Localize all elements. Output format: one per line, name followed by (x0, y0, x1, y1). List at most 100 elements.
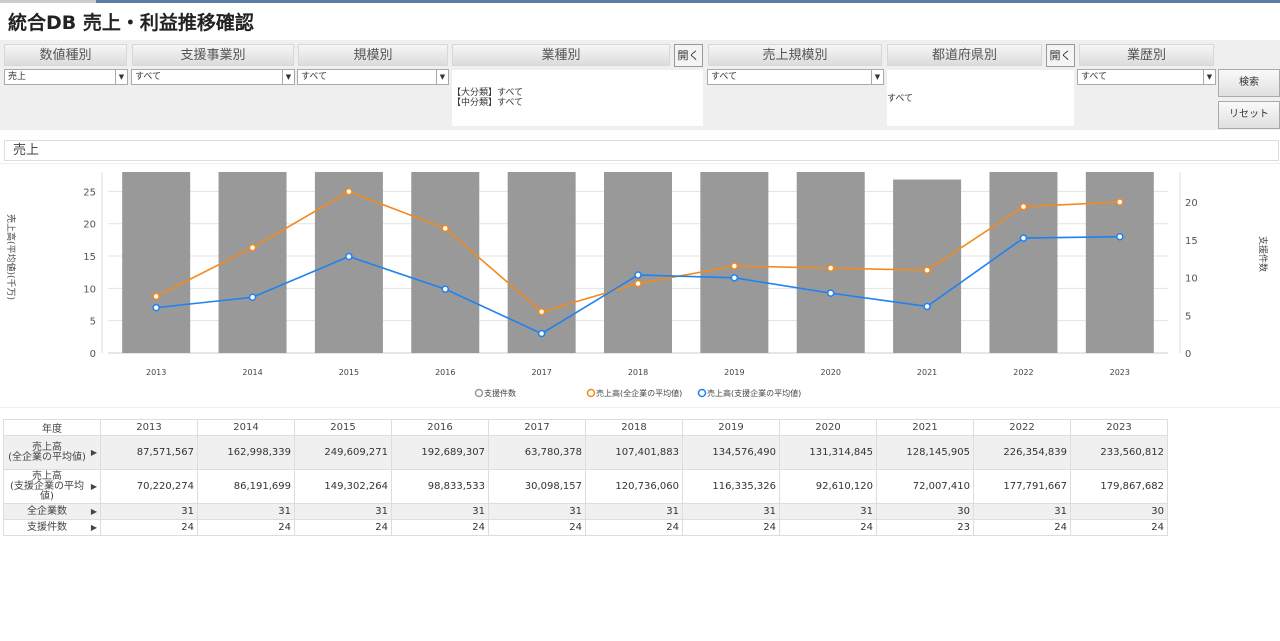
table-row: 支援件数 ▶ 24 24 24 24 24 24 24 24 23 24 24 (3, 519, 1168, 536)
legend-label[interactable]: 売上高(全企業の平均値) (596, 388, 682, 398)
row-label[interactable]: 売上高 (全企業の平均値) ▶ (3, 435, 101, 470)
x-tick-label: 2016 (435, 368, 455, 377)
row-label[interactable]: 支援件数 ▶ (3, 519, 101, 536)
top-bar (0, 0, 1280, 3)
table-cell: 24 (779, 519, 877, 536)
table-cell: 30 (876, 503, 974, 520)
table-cell: 31 (682, 503, 780, 520)
year-column-header: 2013 (100, 419, 198, 436)
table-cell: 134,576,490 (682, 435, 780, 470)
industry-selection-box[interactable]: 【大分類】すべて 【中分類】すべて (452, 70, 703, 126)
page-title: 統合DB 売上・利益推移確認 (8, 12, 254, 34)
sales-scale-select[interactable]: すべて ▼ (707, 69, 884, 85)
data-point (826, 264, 835, 272)
support-business-select[interactable]: すべて ▼ (131, 69, 295, 85)
expand-triangle-icon[interactable]: ▶ (90, 506, 97, 516)
y2-tick-label: 10 (1185, 274, 1198, 285)
table-cell: 24 (100, 519, 198, 536)
table-cell: 226,354,839 (973, 435, 1071, 470)
y-tick-label: 15 (83, 252, 96, 263)
table-cell: 177,791,667 (973, 469, 1071, 504)
table-row: 売上高 (全企業の平均値) ▶ 87,571,567 162,998,339 249,60… (3, 435, 1168, 470)
dropdown-arrow-icon: ▼ (115, 70, 127, 84)
year-column-header: 2023 (1070, 419, 1168, 436)
y-tick-label: 20 (83, 220, 96, 231)
search-button[interactable]: 検索 (1218, 69, 1280, 97)
y2-tick-label: 0 (1185, 349, 1191, 360)
y-tick-label: 25 (83, 187, 96, 198)
scale-select[interactable]: すべて ▼ (297, 69, 449, 85)
select-value: すべて (301, 72, 328, 82)
data-point (441, 224, 450, 233)
table-cell: 31 (197, 503, 295, 520)
data-point (1019, 202, 1028, 211)
data-point (248, 243, 257, 252)
row-label-sub: (支援企業の平均値) (10, 480, 84, 502)
year-column-header: 2015 (294, 419, 392, 436)
table-cell: 116,335,326 (682, 469, 780, 504)
filter-header-history: 業歴別 (1079, 44, 1214, 66)
data-point (923, 302, 931, 311)
legend-label[interactable]: 支援件数 (484, 388, 516, 398)
x-tick-label: 2017 (531, 368, 551, 377)
data-point (345, 187, 353, 196)
data-point (537, 329, 546, 338)
table-cell: 31 (585, 503, 683, 520)
table-cell: 86,191,699 (197, 469, 295, 504)
table-cell: 31 (294, 503, 392, 520)
y2-axis-label: 支援件数 (1257, 236, 1269, 272)
data-point (730, 274, 739, 282)
legend-marker-icon (697, 388, 707, 398)
x-tick-label: 2015 (339, 368, 359, 377)
table-cell: 31 (100, 503, 198, 520)
reset-button[interactable]: リセット (1218, 101, 1280, 129)
table-cell: 87,571,567 (100, 435, 198, 470)
table-cell: 72,007,410 (876, 469, 974, 504)
filter-header-scale: 規模別 (298, 44, 448, 66)
table-cell: 24 (1070, 519, 1168, 536)
table-cell: 233,560,812 (1070, 435, 1168, 470)
y-tick-label: 0 (90, 349, 96, 360)
data-point (1116, 232, 1124, 241)
expand-triangle-icon[interactable]: ▶ (90, 522, 97, 532)
x-tick-label: 2019 (724, 368, 744, 377)
data-point (345, 252, 353, 261)
prefecture-selection-box[interactable]: すべて (887, 70, 1074, 126)
legend-label[interactable]: 売上高(支援企業の平均値) (707, 388, 801, 398)
filter-header-prefecture: 都道府県別 (887, 44, 1042, 66)
data-point (152, 303, 160, 312)
expand-triangle-icon[interactable]: ▶ (90, 481, 97, 491)
table-cell: 31 (779, 503, 877, 520)
prefecture-open-button[interactable]: 開く (1046, 44, 1075, 67)
data-point (152, 292, 160, 301)
expand-triangle-icon[interactable]: ▶ (90, 447, 97, 457)
filter-panel: 数値種別 売上 ▼ 支援事業別 すべて ▼ 規模別 すべて ▼ 業種別 開く 【大分類… (0, 40, 1280, 130)
industry-open-button[interactable]: 開く (674, 44, 703, 67)
table-cell: 24 (682, 519, 780, 536)
row-label[interactable]: 全企業数 ▶ (3, 503, 101, 520)
history-select[interactable]: すべて ▼ (1077, 69, 1216, 85)
value-type-select[interactable]: 売上 ▼ (4, 69, 128, 85)
x-tick-label: 2020 (821, 368, 841, 377)
table-cell: 31 (488, 503, 586, 520)
table-cell: 179,867,682 (1070, 469, 1168, 504)
dropdown-arrow-icon: ▼ (871, 70, 883, 84)
filter-header-value-type: 数値種別 (4, 44, 127, 66)
combo-chart: 0 5 10 15 20 25 0 5 10 15 20 2013 2014 2015 2016 2017 20… (5, 172, 1269, 398)
y2-tick-label: 15 (1185, 236, 1198, 247)
x-tick-label: 2023 (1110, 368, 1130, 377)
prefecture-value: すべて (887, 94, 914, 104)
year-column-header: 2021 (876, 419, 974, 436)
legend-marker-icon (586, 388, 596, 398)
y-axis-label: 売上高(平均値)(千万) (5, 214, 17, 300)
select-value: すべて (711, 72, 738, 82)
x-tick-label: 2014 (242, 368, 262, 377)
row-label[interactable]: 売上高 (支援企業の平均値) ▶ (3, 469, 101, 504)
year-column-header: 2016 (391, 419, 489, 436)
table-cell: 31 (391, 503, 489, 520)
table-cell: 24 (294, 519, 392, 536)
x-tick-label: 2018 (628, 368, 648, 377)
data-point (634, 279, 642, 288)
select-value: 売上 (8, 72, 27, 82)
select-value: すべて (1081, 72, 1108, 82)
